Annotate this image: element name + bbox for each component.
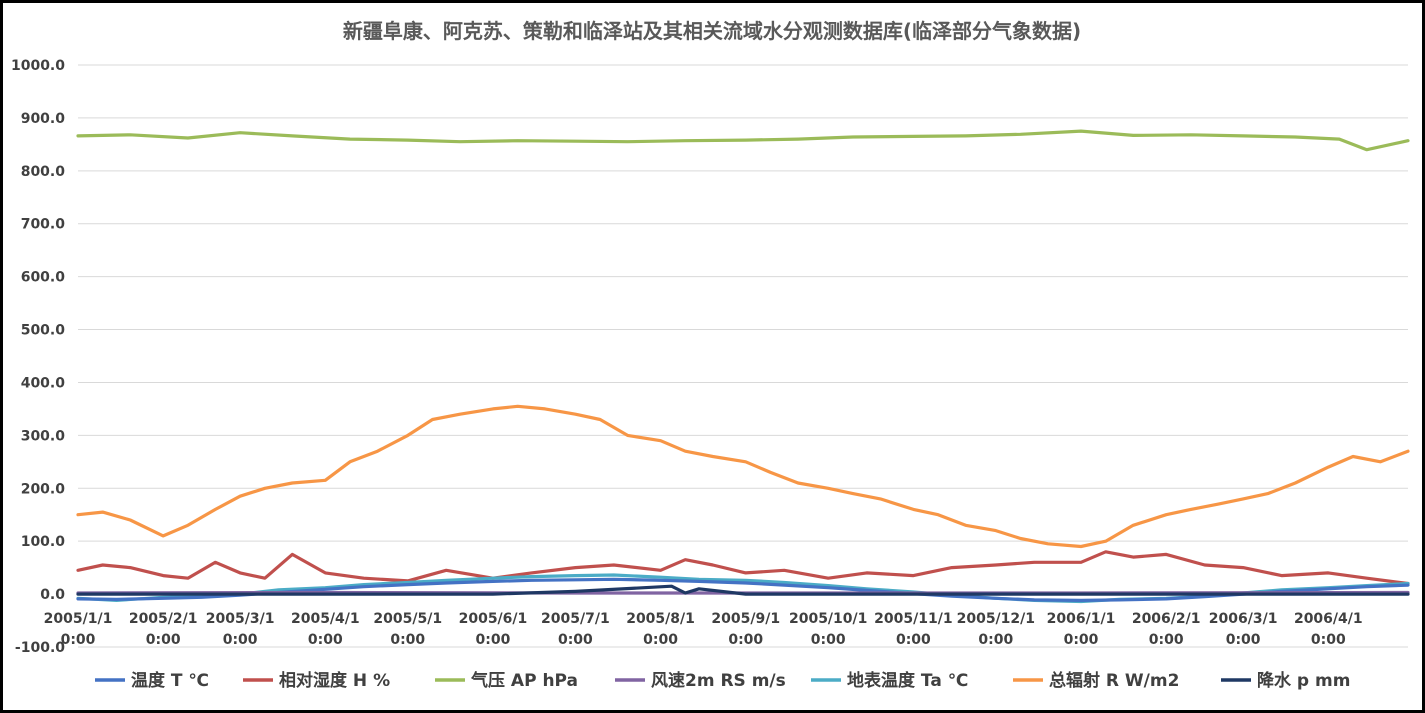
legend-label: 温度 T ℃ [131,670,209,691]
x-tick-label-time: 0:00 [1226,632,1261,648]
x-tick-label: 2005/4/1 [291,611,360,627]
x-tick-label: 2005/3/1 [206,611,275,627]
legend-label: 风速2m RS m/s [651,670,786,691]
line-chart: 新疆阜康、阿克苏、策勒和临泽站及其相关流域水分观测数据库(临泽部分气象数据) -… [11,19,1410,691]
x-tick-label: 2005/1/1 [44,611,113,627]
series-layer [76,129,1410,604]
x-tick-label-time: 0:00 [643,632,678,648]
x-tick-label-time: 0:00 [61,632,96,648]
y-tick-label: 600.0 [21,270,66,286]
series-line [76,584,1410,596]
x-tick-label-time: 0:00 [1311,632,1346,648]
x-tick-label-time: 0:00 [223,632,258,648]
y-tick-label: 0.0 [40,587,65,603]
legend-label: 总辐射 R W/m2 [1049,670,1179,691]
x-tick-label: 2005/2/1 [129,611,198,627]
x-tick-label: 2005/11/1 [874,611,952,627]
chart-title: 新疆阜康、阿克苏、策勒和临泽站及其相关流域水分观测数据库(临泽部分气象数据) [343,19,1081,43]
x-tick-label-time: 0:00 [390,632,425,648]
x-tick-label: 2006/3/1 [1209,611,1278,627]
chart-frame: 新疆阜康、阿克苏、策勒和临泽站及其相关流域水分观测数据库(临泽部分气象数据) -… [3,3,1422,710]
y-tick-label: 300.0 [21,428,66,444]
x-tick-label-time: 0:00 [978,632,1013,648]
x-tick-label-time: 0:00 [728,632,763,648]
legend: 温度 T ℃ 相对湿度 H % 气压 AP hPa 风速2m RS m/s 地表温度 T… [95,670,1350,691]
y-tick-label: 1000.0 [11,58,65,74]
y-tick-label: -100.0 [15,640,65,656]
x-tick-label-time: 0:00 [811,632,846,648]
legend-label: 气压 AP hPa [470,670,578,691]
legend-label: 相对湿度 H % [279,670,390,691]
x-tick-label: 2005/6/1 [459,611,528,627]
y-tick-label: 100.0 [21,534,66,550]
x-tick-label: 2005/10/1 [789,611,867,627]
x-tick-label: 2005/9/1 [711,611,780,627]
x-tick-label-time: 0:00 [1064,632,1099,648]
series-line [76,129,1410,152]
x-tick-label: 2005/12/1 [957,611,1035,627]
legend-label: 降水 p mm [1257,670,1350,691]
x-axis: 2005/1/1 0:00 2005/2/1 0:00 2005/3/1 0:00 2005… [44,611,1363,648]
x-tick-label-time: 0:00 [146,632,181,648]
x-tick-label: 2005/7/1 [541,611,610,627]
y-tick-label: 800.0 [21,164,66,180]
series-line [76,550,1410,586]
x-tick-label: 2006/2/1 [1132,611,1201,627]
y-tick-label: 400.0 [21,375,66,391]
y-tick-label: 200.0 [21,481,66,497]
x-tick-label-time: 0:00 [1149,632,1184,648]
x-tick-label: 2005/5/1 [373,611,442,627]
x-tick-label-time: 0:00 [896,632,931,648]
gridlines [78,64,1408,648]
legend-label: 地表温度 Ta ℃ [847,670,968,691]
x-tick-label: 2006/4/1 [1294,611,1363,627]
y-axis: -100.0 0.0 100.0 200.0 300.0 400.0 500.0 600.0 7… [11,58,65,656]
x-tick-label: 2006/1/1 [1047,611,1116,627]
x-tick-label-time: 0:00 [476,632,511,648]
series-line [76,404,1410,549]
y-tick-label: 500.0 [21,323,66,339]
x-tick-label: 2005/8/1 [626,611,695,627]
y-tick-label: 900.0 [21,111,66,127]
x-tick-label-time: 0:00 [308,632,343,648]
x-tick-label-time: 0:00 [558,632,593,648]
y-tick-label: 700.0 [21,217,66,233]
